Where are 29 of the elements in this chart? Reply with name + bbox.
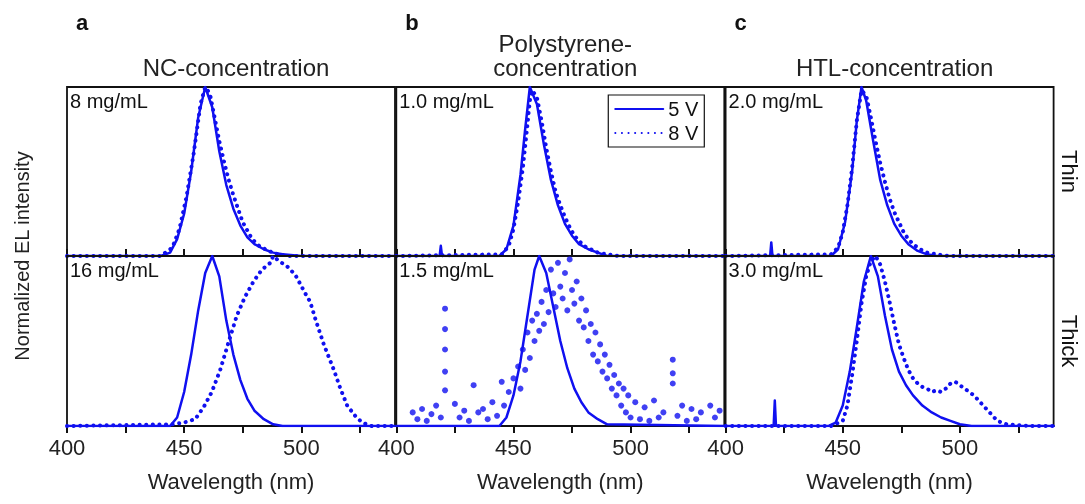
annotation: 2.0 mg/mL [728,90,824,112]
text: Thick [1057,314,1083,369]
chart-subtitle: HTL-concentration [795,53,994,81]
chart-title: a [76,9,89,35]
x-tick-label: 400 [377,434,415,460]
chart-title: b [405,9,419,35]
x-tick-label: 450 [165,434,203,460]
x-tick-label: 500 [941,434,979,460]
legend-label: 8 V [668,122,699,144]
y-axis-title: Normalized EL intensity [11,151,33,361]
x-axis-title: Wavelength (nm) [147,468,315,494]
x-tick-label: 450 [495,434,532,460]
chart-subtitle: Polystyrene- concentration [493,29,638,81]
x-tick-label: 400 [707,434,744,460]
chart-title: c [734,9,747,35]
x-tick-label: 500 [612,434,649,460]
text: Thin [1057,150,1083,193]
x-axis-title: Wavelength (nm) [806,468,973,494]
x-axis-title: Wavelength (nm) [476,468,644,494]
annotation: 16 mg/mL [70,259,159,281]
annotation: 8 mg/mL [70,90,148,112]
legend-label: 5 V [668,98,699,120]
annotation: 3.0 mg/mL [728,259,824,281]
chart-subtitle: NC-concentration [142,53,330,81]
x-tick-label: 500 [282,434,320,460]
x-tick-label: 400 [48,434,86,460]
annotation: 1.0 mg/mL [399,90,494,112]
x-tick-label: 450 [824,434,862,460]
annotation: 1.5 mg/mL [399,259,494,281]
